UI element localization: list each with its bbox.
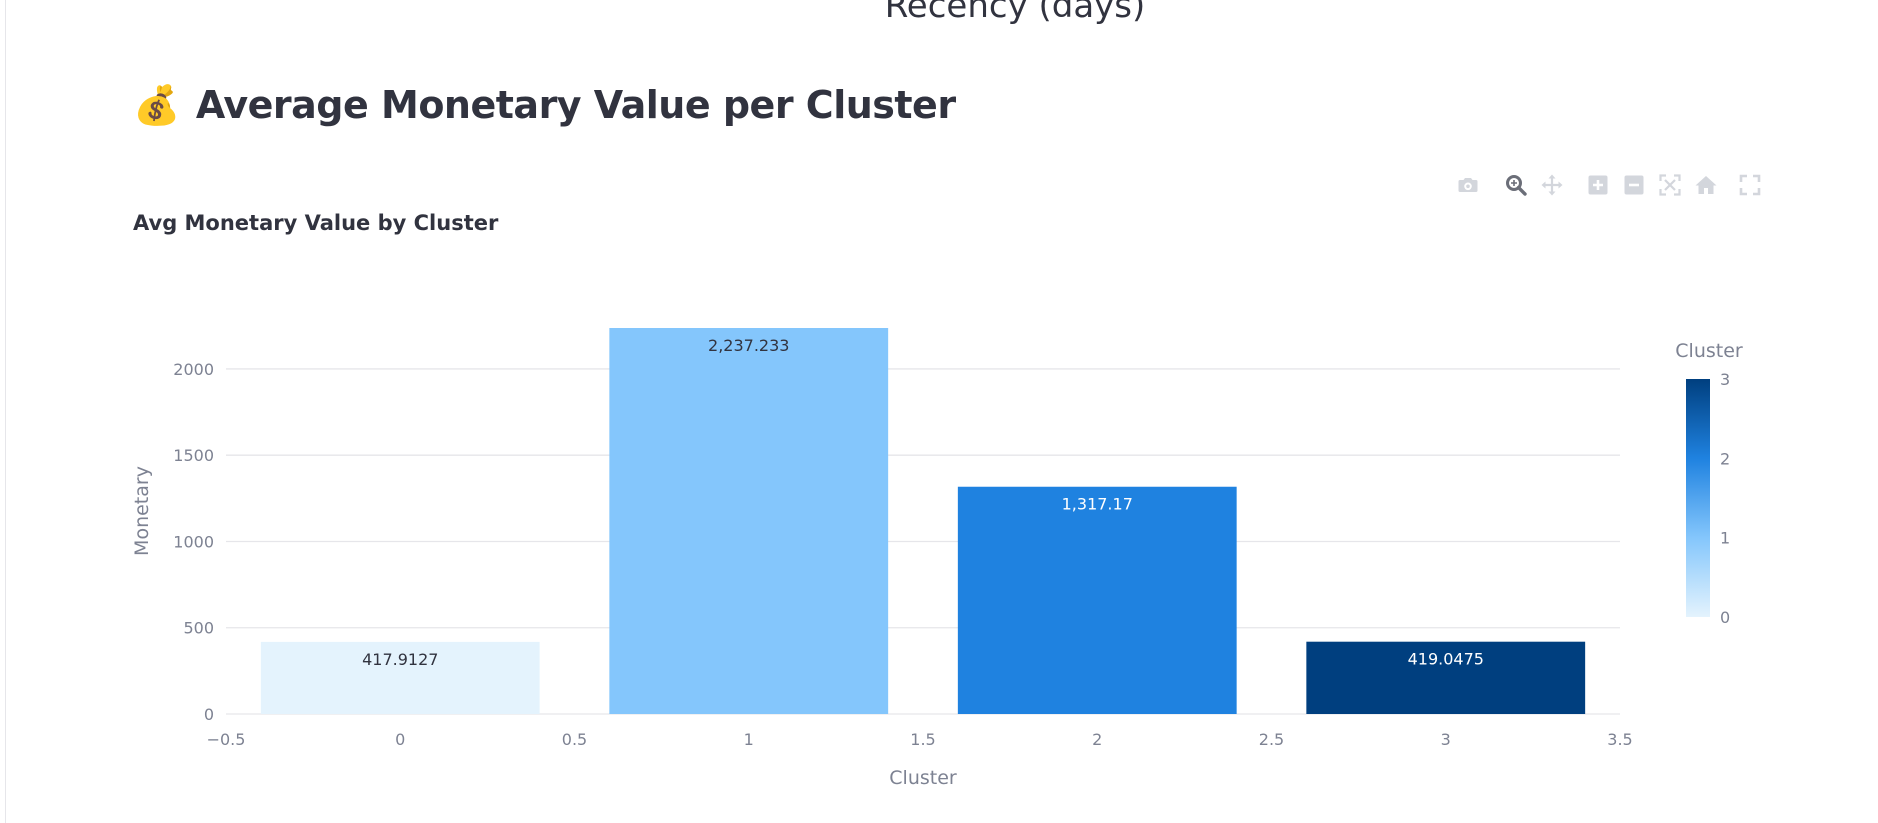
y-axis-title: Monetary (131, 466, 153, 556)
bar[interactable] (957, 486, 1237, 714)
colorbar-gradient (1686, 379, 1710, 617)
x-tick-label: 3 (1441, 730, 1451, 749)
x-tick-label: 1.5 (910, 730, 935, 749)
bar-value-label: 1,317.17 (1062, 495, 1133, 514)
x-tick-label: 1 (744, 730, 754, 749)
reset-axes-icon[interactable] (1693, 172, 1719, 198)
x-tick-label: 2 (1092, 730, 1102, 749)
colorbar-title: Cluster (1675, 340, 1743, 362)
previous-chart-x-axis-title: Recency (days) (884, 0, 1146, 26)
y-tick-label: 0 (204, 705, 214, 724)
x-tick-label: 0 (395, 730, 405, 749)
colorbar-tick-label: 0 (1720, 608, 1730, 627)
money-bag-icon: 💰 (133, 83, 180, 127)
x-tick-label: 0.5 (562, 730, 587, 749)
colorbar-tick-label: 1 (1720, 529, 1730, 548)
colorbar: Cluster 0 1 2 3 (1675, 340, 1743, 627)
autoscale-icon[interactable] (1657, 172, 1683, 198)
chart-modebar (1455, 170, 1773, 200)
colorbar-tick-label: 3 (1720, 370, 1730, 389)
y-tick-label: 500 (183, 619, 214, 638)
bar-value-label: 417.9127 (362, 650, 438, 669)
zoom-out-icon[interactable] (1621, 172, 1647, 198)
x-tick-label: 2.5 (1259, 730, 1284, 749)
main-container-border (5, 0, 6, 823)
camera-icon[interactable] (1455, 172, 1481, 198)
fullscreen-icon[interactable] (1737, 172, 1763, 198)
bar[interactable] (260, 641, 540, 714)
x-axis-title: Cluster (889, 767, 957, 789)
y-tick-label: 2000 (173, 360, 214, 379)
section-heading-text: Average Monetary Value per Cluster (195, 83, 956, 127)
colorbar-tick-label: 2 (1720, 449, 1730, 468)
bar-value-label: 419.0475 (1408, 650, 1484, 669)
bar[interactable] (609, 328, 889, 714)
y-tick-label: 1000 (173, 532, 214, 551)
bar-value-label: 2,237.233 (708, 336, 789, 355)
x-tick-label: −0.5 (207, 730, 246, 749)
section-heading: 💰 Average Monetary Value per Cluster (133, 83, 956, 127)
x-tick-label: 3.5 (1607, 730, 1632, 749)
bar[interactable] (1306, 641, 1586, 714)
zoom-icon[interactable] (1503, 172, 1529, 198)
chart-title: Avg Monetary Value by Cluster (133, 211, 499, 235)
pan-icon[interactable] (1539, 172, 1565, 198)
zoom-in-icon[interactable] (1585, 172, 1611, 198)
y-tick-label: 1500 (173, 446, 214, 465)
